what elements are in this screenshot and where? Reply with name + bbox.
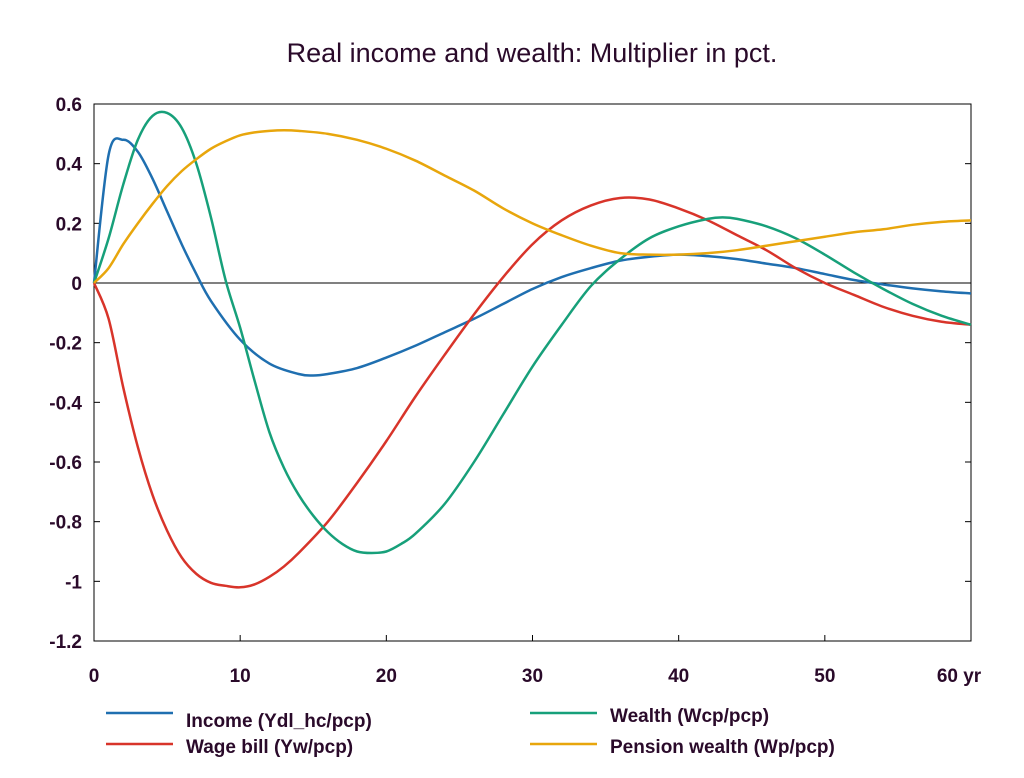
x-tick-label: 40: [668, 666, 689, 687]
legend-label: Wealth (Wcp/pcp): [610, 706, 769, 727]
legend-label: Wage bill (Yw/pcp): [186, 737, 353, 758]
plot-border: [93, 103, 972, 642]
plot-frame: [93, 103, 972, 642]
y-tick-label: 0.2: [56, 214, 82, 235]
y-tick-label: 0.4: [56, 155, 83, 176]
y-tick-label: -0.6: [49, 453, 82, 474]
x-axis: 0 10 20 30 40 50 60 yr: [89, 635, 982, 687]
legend-item-pension-wealth: Pension wealth (Wp/pcp): [530, 737, 835, 758]
x-tick-label: 10: [230, 666, 251, 687]
legend-item-income: Income (Ydl_hc/pcp): [106, 711, 372, 732]
x-tick-label: 50: [814, 666, 835, 687]
y-tick-label: -0.4: [49, 393, 82, 414]
series-group: [92, 110, 972, 589]
legend-label: Pension wealth (Wp/pcp): [610, 737, 835, 758]
x-tick-label: 30: [522, 666, 543, 687]
legend-item-wage-bill: Wage bill (Yw/pcp): [106, 737, 353, 758]
series-line-wage-bill: [92, 196, 972, 589]
y-tick-label: -0.2: [49, 334, 82, 355]
y-tick-label: 0.6: [56, 95, 82, 116]
legend-label: Income (Ydl_hc/pcp): [186, 711, 372, 732]
legend: Income (Ydl_hc/pcp) Wealth (Wcp/pcp) Wage …: [106, 706, 835, 758]
y-tick-label: -0.8: [49, 513, 82, 534]
x-tick-label: 20: [376, 666, 397, 687]
x-tick-label: 0: [89, 666, 100, 687]
series-line-wealth: [92, 110, 972, 555]
chart-title: Real income and wealth: Multiplier in pc…: [287, 38, 778, 68]
legend-item-wealth: Wealth (Wcp/pcp): [530, 706, 769, 727]
y-axis: 0.6 0.4 0.2 0 -0.2 -0.4 -0.6 -0.8 -1 -1.2: [49, 95, 971, 653]
x-tick-label: 60 yr: [937, 666, 982, 687]
y-tick-label: -1: [65, 572, 82, 593]
series-line-income: [92, 137, 972, 377]
y-tick-label: -1.2: [49, 632, 82, 653]
y-tick-label: 0: [71, 274, 82, 295]
series-line-pension-wealth: [93, 129, 972, 284]
